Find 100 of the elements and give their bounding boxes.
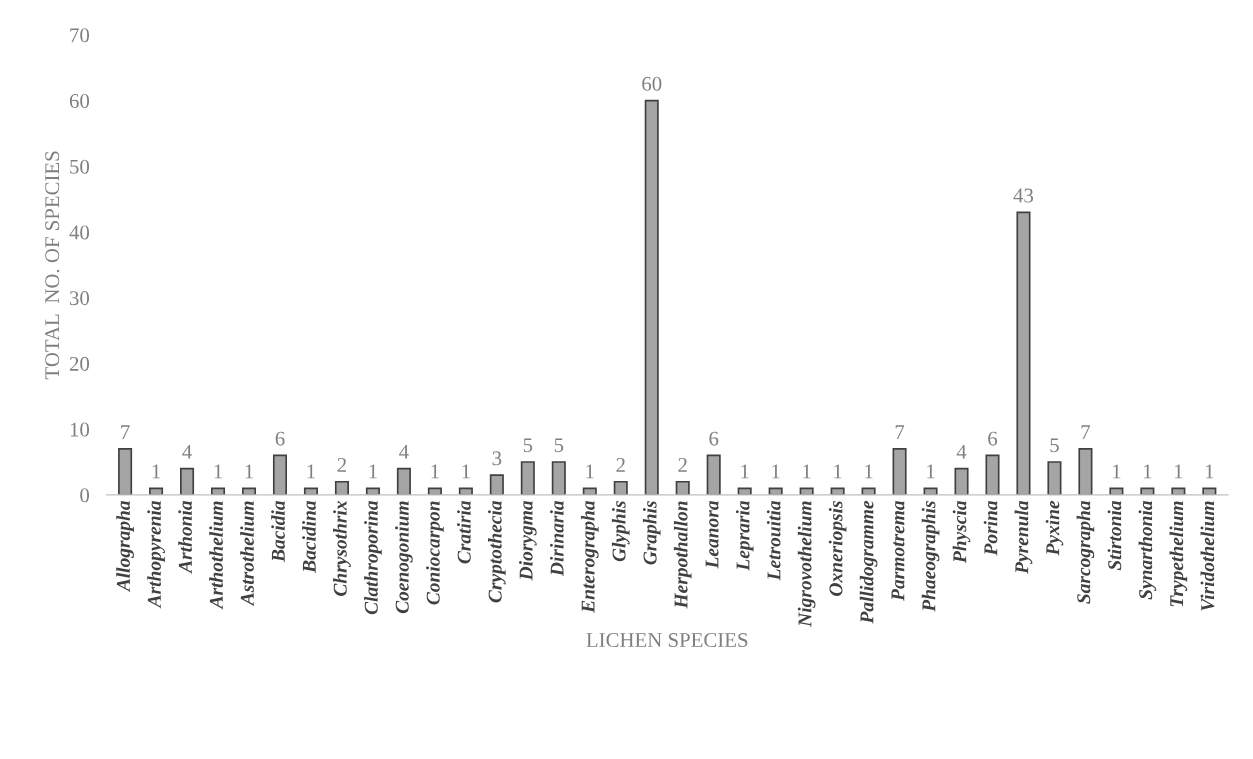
bar (118, 448, 133, 495)
data-label: 2 (616, 457, 625, 472)
x-tick-label: Porina (983, 500, 998, 556)
x-tick-label: Glyphis (611, 501, 630, 562)
bar (210, 487, 226, 495)
data-label: 1 (214, 464, 222, 479)
x-tick-label: Phaeographis (921, 501, 940, 612)
data-label: 5 (554, 438, 564, 453)
bar (1047, 461, 1062, 495)
bar (520, 461, 535, 495)
bar (365, 487, 380, 495)
data-label: 1 (245, 464, 253, 479)
x-tick-label: Pallidogramme (859, 500, 878, 624)
x-tick-label: Synarthonia (1138, 500, 1157, 600)
data-label: 1 (462, 464, 470, 479)
bar (551, 461, 566, 495)
x-tick-label: Astrothelium (240, 501, 254, 607)
data-label: 7 (121, 425, 130, 439)
y-tick-label: 40 (69, 225, 90, 240)
bar (985, 454, 1000, 495)
y-tick-label: 0 (80, 488, 90, 503)
bar (241, 487, 257, 495)
bar (675, 480, 690, 495)
data-label: 7 (895, 425, 905, 439)
x-tick-label: Nigrovothelium (797, 501, 816, 627)
data-label: 1 (741, 464, 749, 479)
data-label: 43 (1013, 188, 1034, 203)
bar (334, 480, 349, 495)
bar (427, 487, 442, 495)
x-tick-label: Diorygma (518, 500, 537, 581)
y-tick-label: 10 (70, 422, 90, 437)
data-label: 6 (709, 431, 719, 446)
bar (706, 454, 721, 495)
y-tick-label: 70 (70, 28, 90, 43)
data-label: 1 (865, 464, 873, 479)
x-tick-label: Arthonia (178, 500, 192, 574)
bar (861, 487, 876, 495)
bar (644, 99, 659, 495)
data-label: 5 (1050, 438, 1059, 453)
data-label: 7 (1081, 425, 1091, 439)
x-tick-label: Viridothelium (1200, 501, 1215, 611)
bar (1016, 211, 1031, 495)
bar (613, 480, 628, 495)
bar (303, 487, 318, 495)
bar (954, 467, 969, 495)
data-label: 1 (772, 464, 780, 479)
x-tick-label: Physcia (952, 500, 971, 564)
data-label: 4 (399, 444, 409, 459)
y-tick-label: 20 (69, 356, 90, 371)
x-tick-label: Bacidia (271, 500, 285, 563)
bar (737, 487, 752, 495)
x-tick-label: Arthothelium (209, 501, 223, 610)
x-tick-label: Pyrenula (1014, 500, 1033, 574)
data-label: 6 (988, 431, 998, 446)
bar (149, 487, 164, 495)
data-label: 1 (586, 464, 594, 479)
x-tick-label: Leanora (705, 500, 719, 569)
x-tick-label: Oxneriopsis (828, 501, 847, 596)
x-tick-label: Graphis (642, 501, 661, 565)
x-tick-label: Letrouitia (766, 500, 781, 581)
x-tick-label: Dirinaria (549, 500, 564, 577)
x-tick-label: Enterographa (580, 500, 599, 613)
data-label: 1 (152, 464, 161, 479)
x-tick-label: Sarcographa (1076, 500, 1095, 604)
bar (180, 467, 195, 495)
bar (892, 448, 907, 495)
x-tick-label: Pyxine (1045, 500, 1064, 556)
data-label: 1 (1205, 464, 1214, 479)
x-tick-label: Bacidina (302, 500, 316, 573)
data-label: 5 (523, 438, 533, 453)
bar (396, 467, 411, 495)
x-tick-label: Arthopyrenia (147, 500, 165, 609)
data-label: 3 (492, 451, 502, 466)
data-label: 1 (1113, 464, 1121, 479)
y-tick-label: 30 (70, 291, 90, 306)
bar (799, 487, 814, 495)
data-label: 1 (927, 464, 935, 479)
x-tick-label: Cryptothecia (487, 500, 506, 603)
bar (1078, 448, 1093, 495)
bar (923, 487, 938, 495)
x-tick-label: Lepraria (735, 500, 754, 571)
x-tick-label: Trypethelium (1169, 501, 1188, 607)
x-tick-label: Cratiria (457, 500, 471, 564)
data-label: 1 (307, 464, 315, 479)
data-label: 1 (369, 464, 377, 479)
data-label: 60 (642, 76, 662, 91)
bar (1109, 487, 1124, 495)
x-tick-label: Clathroporina (364, 500, 382, 615)
bar (272, 454, 288, 495)
bar (830, 487, 845, 495)
data-label: 1 (431, 464, 439, 479)
data-label: 1 (803, 464, 811, 479)
data-label: 2 (678, 457, 687, 472)
data-label: 6 (275, 431, 285, 446)
x-tick-label: Parmotrema (891, 500, 905, 601)
bar (768, 487, 783, 495)
data-label: 4 (182, 444, 192, 459)
x-tick-label: Chrysothrix (333, 500, 351, 596)
bar (582, 487, 597, 495)
data-label: 1 (1144, 464, 1152, 479)
